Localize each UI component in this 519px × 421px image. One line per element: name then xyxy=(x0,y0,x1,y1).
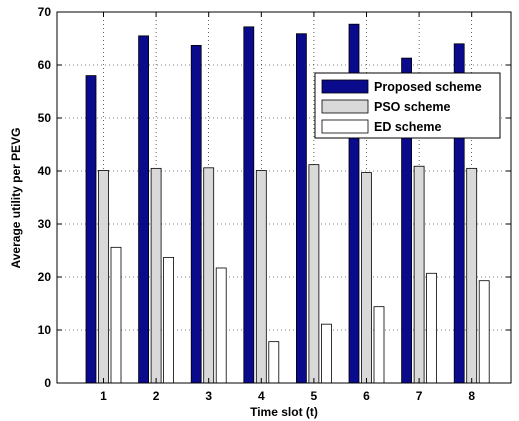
x-tick-label: 1 xyxy=(100,389,107,403)
ticks: 0 10 20 30 40 50 60 70 1 2 3 4 5 6 7 8 xyxy=(38,5,511,403)
y-tick-label: 40 xyxy=(38,164,52,178)
bar-pso-scheme xyxy=(203,167,215,384)
bar-pso-scheme xyxy=(413,165,425,384)
bar-ed-scheme xyxy=(478,280,490,384)
y-tick-label: 70 xyxy=(38,5,52,19)
x-tick-label: 2 xyxy=(153,389,160,403)
legend-label: ED scheme xyxy=(374,120,441,134)
bar-proposed-scheme xyxy=(138,35,150,384)
y-tick-label: 10 xyxy=(38,323,52,337)
y-tick-label: 0 xyxy=(44,376,51,390)
bar-ed-scheme xyxy=(320,323,332,384)
y-tick-label: 50 xyxy=(38,111,52,125)
x-tick-label: 5 xyxy=(311,389,318,403)
bar-proposed-scheme xyxy=(85,75,97,384)
legend: Proposed scheme PSO scheme ED scheme xyxy=(314,72,501,139)
bar-proposed-scheme xyxy=(190,44,202,384)
bar-pso-scheme xyxy=(150,167,162,384)
grid xyxy=(57,12,511,383)
bar-pso-scheme xyxy=(361,172,372,384)
legend-label: Proposed scheme xyxy=(374,80,482,94)
plot-frame xyxy=(56,11,512,384)
legend-swatch xyxy=(321,119,369,134)
legend-swatch xyxy=(321,99,369,114)
legend-swatch xyxy=(321,79,369,94)
x-axis-label: Time slot (t) xyxy=(250,405,318,419)
bar-pso-scheme xyxy=(98,170,109,384)
y-tick-label: 30 xyxy=(38,217,52,231)
bars xyxy=(85,23,490,384)
bar-proposed-scheme xyxy=(243,26,255,384)
bar-pso-scheme xyxy=(255,170,267,384)
x-tick-label: 6 xyxy=(363,389,370,403)
bar-ed-scheme xyxy=(110,246,122,384)
bar-ed-scheme xyxy=(215,267,227,384)
y-tick-label: 60 xyxy=(38,58,52,72)
y-tick-label: 20 xyxy=(38,270,52,284)
bar-ed-scheme xyxy=(268,341,280,384)
x-tick-label: 7 xyxy=(416,389,423,403)
x-tick-label: 3 xyxy=(205,389,212,403)
bar-ed-scheme xyxy=(373,306,385,384)
y-axis-label: Average utility per PEVG xyxy=(9,128,23,269)
bar-ed-scheme xyxy=(163,256,175,384)
bar-pso-scheme xyxy=(466,167,478,384)
bar-pso-scheme xyxy=(308,164,320,384)
bar-ed-scheme xyxy=(426,272,438,384)
x-tick-label: 4 xyxy=(258,389,265,403)
bar-proposed-scheme xyxy=(295,33,307,384)
legend-label: PSO scheme xyxy=(374,100,450,114)
x-tick-label: 8 xyxy=(468,389,475,403)
